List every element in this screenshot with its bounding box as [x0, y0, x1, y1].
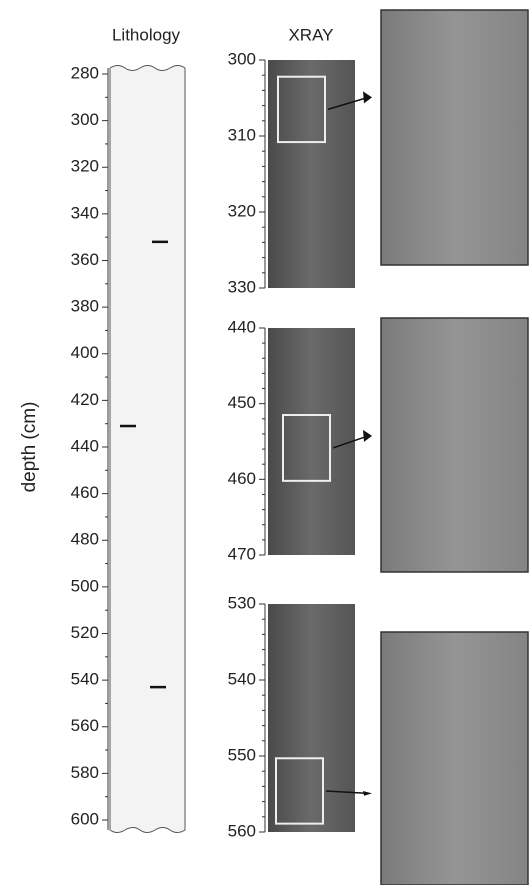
- zoom-image: [380, 631, 529, 885]
- arrow: [327, 96, 369, 111]
- y-tick-label: 560: [228, 821, 256, 840]
- core-image: [268, 328, 355, 555]
- y-tick-label: 440: [71, 436, 99, 455]
- y-tick-label: 440: [228, 317, 256, 336]
- y-tick-label: 340: [71, 203, 99, 222]
- y-tick-label: 600: [71, 809, 99, 828]
- y-tick-label: 420: [71, 390, 99, 409]
- y-axis-label: depth (cm): [19, 402, 40, 493]
- core-image: [268, 60, 355, 288]
- y-tick-label: 540: [71, 670, 99, 689]
- zoom-image: [380, 9, 529, 266]
- y-tick-label: 500: [71, 576, 99, 595]
- y-tick-label: 520: [71, 623, 99, 642]
- arrow-head: [363, 91, 372, 104]
- window-box: [275, 757, 324, 825]
- lithology-title: Lithology: [112, 25, 181, 44]
- y-tick-label: 300: [228, 49, 256, 68]
- window-box: [277, 75, 326, 144]
- lithology-column: [109, 65, 186, 833]
- y-tick-label: 460: [71, 483, 99, 502]
- y-tick-label: 330: [228, 277, 256, 296]
- arrow: [325, 790, 369, 795]
- y-tick-label: 550: [228, 745, 256, 764]
- y-tick-label: 470: [228, 544, 256, 563]
- window-box: [282, 414, 331, 482]
- y-tick-label: 310: [228, 125, 256, 144]
- y-tick-label: 400: [71, 343, 99, 362]
- y-tick-label: 280: [71, 63, 99, 82]
- y-tick-label: 530: [228, 593, 256, 612]
- arrow-head: [363, 790, 372, 796]
- arrow-head: [363, 429, 372, 442]
- y-tick-label: 460: [228, 469, 256, 488]
- y-tick-label: 560: [71, 716, 99, 735]
- zoom-image: [380, 317, 529, 573]
- core-image: [268, 604, 355, 832]
- y-tick-label: 300: [71, 110, 99, 129]
- y-tick-label: 320: [71, 157, 99, 176]
- plot: 280 300 320 340 360 380 400 420 440 460 480 500 520 5…: [71, 9, 529, 885]
- y-tick-label: 320: [228, 201, 256, 220]
- arrow: [332, 435, 369, 449]
- y-tick-label: 380: [71, 297, 99, 316]
- xray-title: XRAY: [288, 25, 333, 44]
- y-tick-label: 360: [71, 250, 99, 269]
- y-tick-label: 580: [71, 763, 99, 782]
- y-tick-label: 480: [71, 530, 99, 549]
- y-tick-label: 450: [228, 393, 256, 412]
- y-tick-label: 540: [228, 669, 256, 688]
